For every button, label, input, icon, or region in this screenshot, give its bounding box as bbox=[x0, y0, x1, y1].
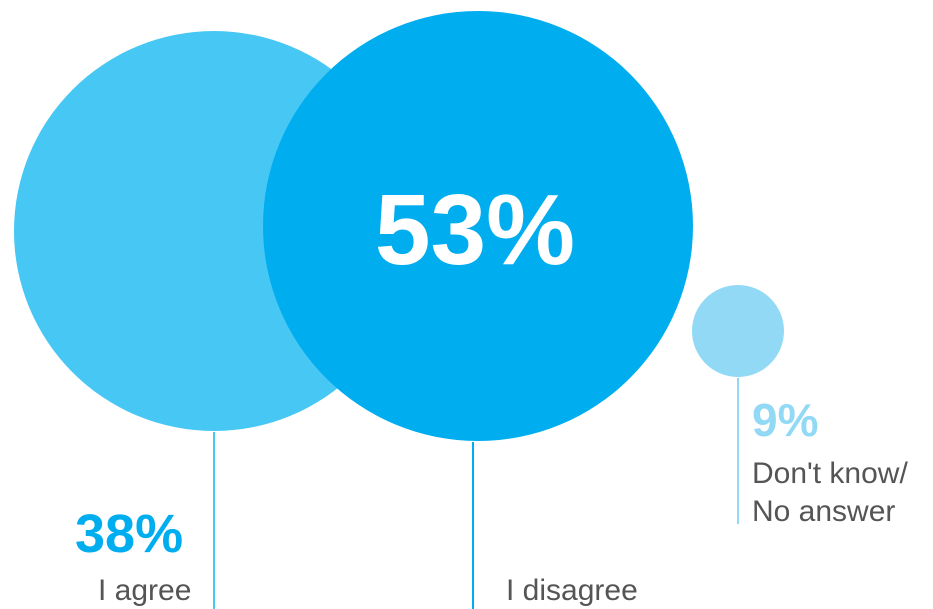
value-label-disagree: 53% bbox=[374, 174, 576, 286]
value-label-agree: 38% bbox=[75, 504, 184, 564]
category-label-dont-know-line-1: Don't know/ bbox=[752, 457, 908, 490]
category-label-disagree: I disagree bbox=[506, 574, 638, 607]
bubble-disagree bbox=[263, 11, 693, 441]
category-label-agree: I agree bbox=[98, 574, 192, 607]
value-label-dont-know: 9% bbox=[752, 394, 819, 446]
category-label-dont-know-line-2: No answer bbox=[752, 495, 896, 528]
bubble-dont-know bbox=[692, 285, 784, 377]
